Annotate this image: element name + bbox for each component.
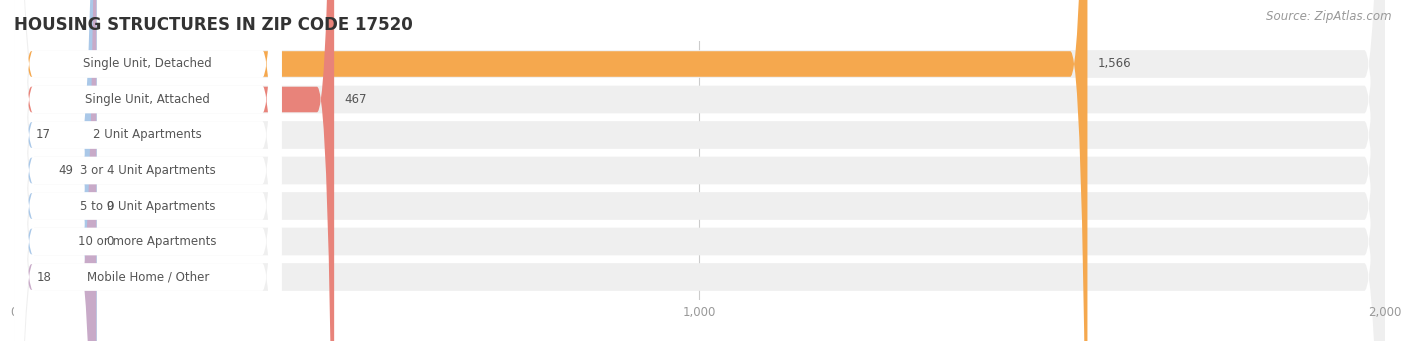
Text: 1,566: 1,566 — [1098, 58, 1132, 71]
FancyBboxPatch shape — [14, 0, 1385, 341]
Text: 49: 49 — [58, 164, 73, 177]
FancyBboxPatch shape — [14, 0, 281, 341]
Text: Single Unit, Detached: Single Unit, Detached — [83, 58, 212, 71]
Text: 5 to 9 Unit Apartments: 5 to 9 Unit Apartments — [80, 199, 215, 212]
FancyBboxPatch shape — [14, 0, 1385, 341]
FancyBboxPatch shape — [14, 0, 281, 341]
FancyBboxPatch shape — [14, 0, 1385, 341]
Text: 17: 17 — [37, 129, 51, 142]
FancyBboxPatch shape — [14, 0, 96, 341]
FancyBboxPatch shape — [14, 0, 281, 341]
FancyBboxPatch shape — [14, 0, 281, 341]
Text: 0: 0 — [107, 235, 114, 248]
FancyBboxPatch shape — [14, 0, 335, 341]
FancyBboxPatch shape — [14, 0, 1385, 341]
Text: Single Unit, Attached: Single Unit, Attached — [86, 93, 209, 106]
FancyBboxPatch shape — [14, 0, 1385, 341]
Text: Mobile Home / Other: Mobile Home / Other — [87, 270, 209, 283]
FancyBboxPatch shape — [14, 0, 96, 341]
FancyBboxPatch shape — [14, 0, 96, 341]
FancyBboxPatch shape — [14, 0, 1385, 341]
FancyBboxPatch shape — [14, 0, 1385, 341]
FancyBboxPatch shape — [14, 0, 281, 341]
Text: 2 Unit Apartments: 2 Unit Apartments — [93, 129, 202, 142]
Text: 10 or more Apartments: 10 or more Apartments — [79, 235, 217, 248]
Text: 3 or 4 Unit Apartments: 3 or 4 Unit Apartments — [80, 164, 215, 177]
Text: 0: 0 — [107, 199, 114, 212]
FancyBboxPatch shape — [14, 0, 96, 341]
FancyBboxPatch shape — [14, 0, 281, 341]
Text: 467: 467 — [344, 93, 367, 106]
FancyBboxPatch shape — [14, 0, 96, 341]
Text: HOUSING STRUCTURES IN ZIP CODE 17520: HOUSING STRUCTURES IN ZIP CODE 17520 — [14, 16, 413, 34]
FancyBboxPatch shape — [14, 0, 281, 341]
Text: 18: 18 — [37, 270, 52, 283]
Text: Source: ZipAtlas.com: Source: ZipAtlas.com — [1267, 10, 1392, 23]
FancyBboxPatch shape — [14, 0, 1087, 341]
